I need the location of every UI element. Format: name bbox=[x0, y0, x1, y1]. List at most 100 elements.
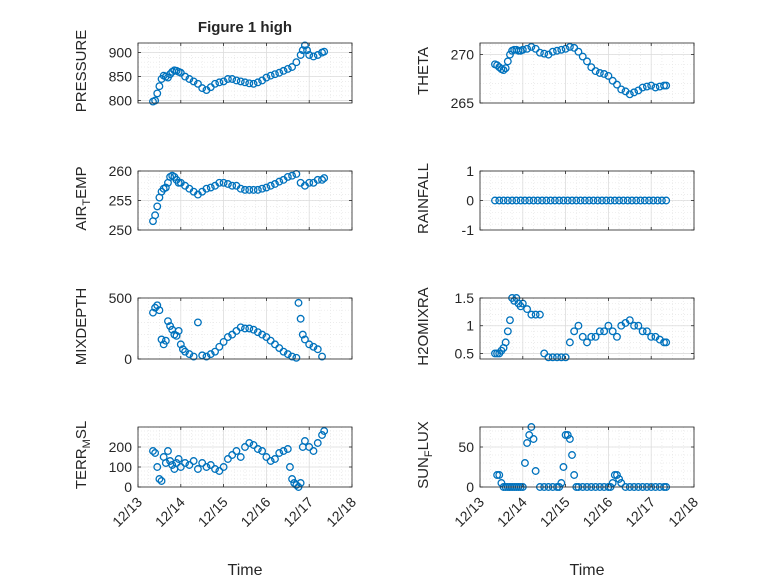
data-point bbox=[292, 481, 301, 489]
data-point bbox=[176, 463, 185, 471]
data-point bbox=[578, 332, 587, 341]
data-point bbox=[615, 475, 624, 483]
data-point bbox=[249, 325, 258, 334]
y-tick-label: 100 bbox=[109, 459, 133, 475]
data-point bbox=[155, 82, 164, 91]
data-point bbox=[283, 445, 292, 453]
data-point bbox=[305, 340, 314, 349]
data-point bbox=[149, 308, 157, 317]
data-point bbox=[271, 455, 279, 463]
data-point bbox=[608, 76, 617, 85]
data-point bbox=[591, 67, 600, 76]
data-point bbox=[174, 455, 183, 463]
data-point bbox=[151, 211, 160, 220]
y-axis-label: PRESSURE bbox=[73, 30, 90, 113]
data-point bbox=[211, 79, 219, 88]
data-point bbox=[520, 196, 529, 205]
data-point bbox=[613, 80, 621, 89]
axes-box bbox=[137, 426, 353, 488]
data-point bbox=[193, 318, 202, 327]
data-point bbox=[294, 298, 303, 307]
data-point bbox=[157, 477, 166, 485]
data-point bbox=[589, 196, 598, 205]
data-markers bbox=[149, 298, 326, 362]
data-point bbox=[527, 42, 536, 51]
data-point bbox=[625, 90, 634, 99]
data-point bbox=[642, 327, 651, 336]
data-point bbox=[568, 451, 576, 459]
data-point bbox=[550, 196, 559, 205]
data-point bbox=[544, 353, 553, 362]
data-point bbox=[313, 345, 322, 354]
y-axis-label: TERRMSL bbox=[73, 421, 93, 489]
data-point bbox=[161, 183, 170, 192]
data-point bbox=[193, 79, 202, 88]
data-point bbox=[595, 327, 604, 336]
y-axis-label: MIXDEPTH bbox=[73, 288, 90, 366]
data-point bbox=[506, 50, 514, 59]
y-axis-label: AIRTEMP bbox=[73, 166, 93, 230]
subplot-theta: 265 270 THETA bbox=[415, 42, 695, 111]
data-point bbox=[495, 196, 504, 205]
data-point bbox=[232, 447, 241, 455]
data-point bbox=[161, 336, 170, 345]
data-point bbox=[309, 52, 318, 61]
data-point bbox=[211, 347, 219, 356]
x-tick-label: 12/17 bbox=[280, 494, 316, 530]
x-tick-label: 12/15 bbox=[195, 494, 231, 530]
data-point bbox=[206, 183, 215, 192]
data-point bbox=[202, 184, 211, 193]
data-point bbox=[320, 174, 329, 183]
data-point bbox=[206, 461, 215, 469]
data-point bbox=[533, 196, 542, 205]
data-point bbox=[296, 51, 305, 59]
data-point bbox=[223, 455, 232, 463]
data-point bbox=[219, 463, 228, 471]
data-point bbox=[574, 321, 583, 330]
data-point bbox=[576, 196, 585, 205]
data-point bbox=[583, 338, 591, 347]
data-point bbox=[288, 475, 297, 483]
data-point bbox=[553, 46, 561, 55]
data-point bbox=[636, 196, 645, 205]
data-point bbox=[185, 461, 194, 469]
data-point bbox=[228, 75, 237, 83]
y-tick-label: 50 bbox=[458, 439, 474, 455]
data-point bbox=[657, 196, 666, 205]
data-point bbox=[258, 184, 267, 193]
data-markers bbox=[149, 427, 329, 491]
data-point bbox=[236, 323, 245, 332]
data-point bbox=[320, 427, 329, 435]
y-tick-label: -1 bbox=[462, 222, 475, 238]
data-point bbox=[662, 338, 671, 347]
data-point bbox=[518, 45, 527, 54]
data-point bbox=[570, 327, 579, 336]
data-point bbox=[497, 479, 506, 487]
data-point bbox=[157, 335, 166, 344]
data-point bbox=[608, 327, 617, 336]
y-tick-label: 850 bbox=[109, 69, 133, 85]
data-point bbox=[258, 330, 267, 339]
data-point bbox=[241, 185, 249, 194]
data-point bbox=[503, 57, 512, 66]
data-point bbox=[593, 196, 602, 205]
data-point bbox=[279, 66, 288, 75]
data-point bbox=[320, 47, 329, 56]
data-point bbox=[245, 79, 254, 88]
data-point bbox=[236, 77, 245, 86]
data-point bbox=[275, 68, 284, 77]
figure-title: Figure 1 high bbox=[198, 19, 292, 36]
data-point bbox=[565, 42, 574, 51]
y-tick-label: 0 bbox=[124, 351, 132, 367]
data-point bbox=[501, 64, 510, 73]
data-point bbox=[499, 66, 508, 75]
data-point bbox=[236, 184, 245, 193]
data-point bbox=[279, 447, 288, 455]
data-point bbox=[172, 331, 181, 340]
y-tick-label: 260 bbox=[109, 163, 133, 179]
data-point bbox=[627, 196, 636, 205]
data-point bbox=[176, 68, 185, 77]
data-point bbox=[164, 447, 172, 455]
y-tick-label: 255 bbox=[109, 193, 133, 209]
data-point bbox=[202, 352, 211, 361]
